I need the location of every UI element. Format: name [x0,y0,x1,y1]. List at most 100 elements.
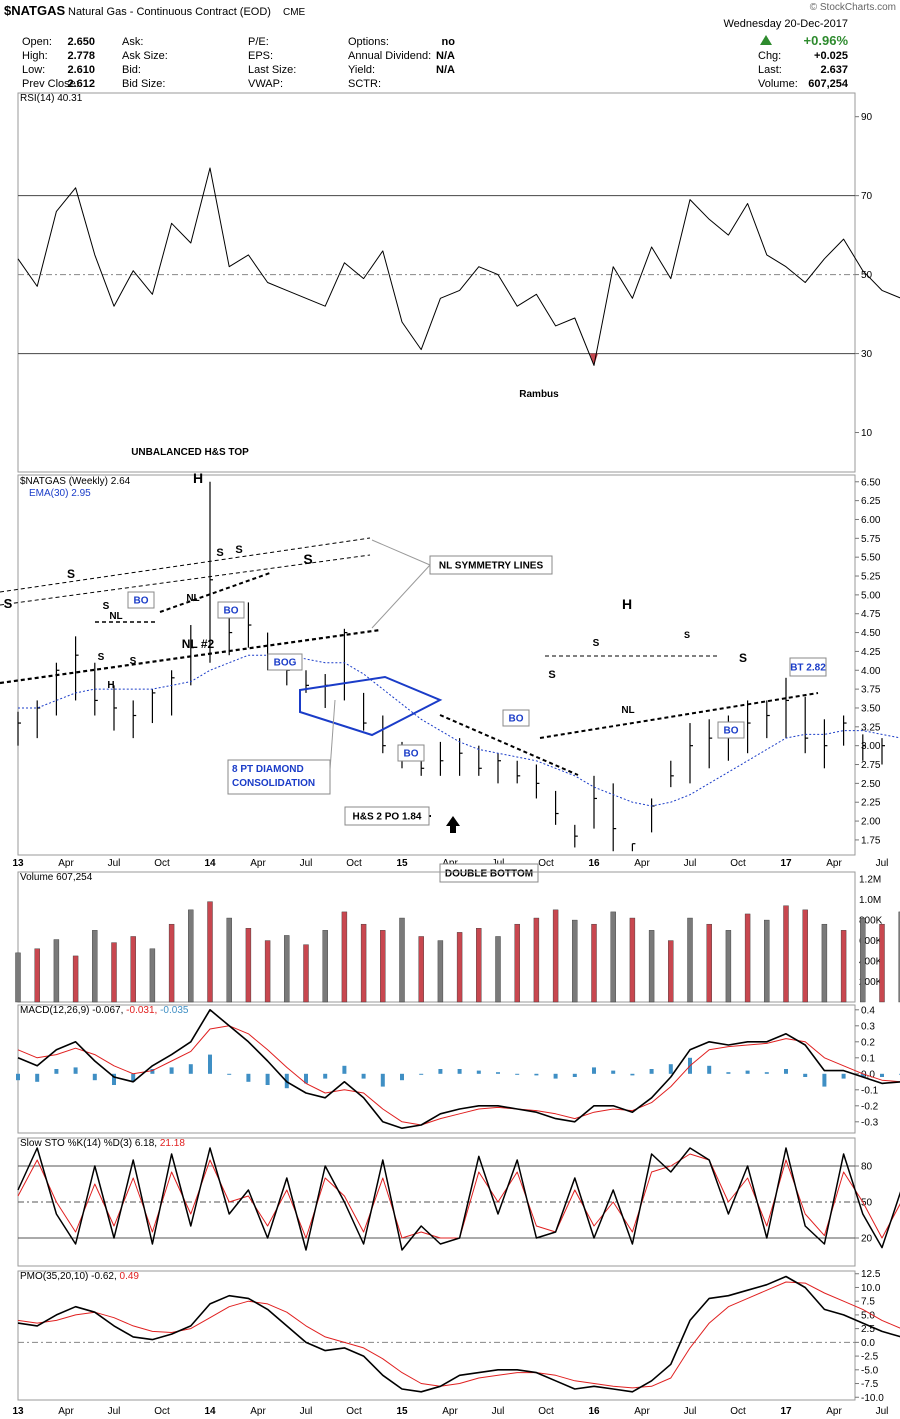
quote-label: SCTR: [348,78,381,90]
volume-bar [764,919,770,1003]
price-axis-tick-label: 2.75 [861,760,881,771]
macd-histogram-bar [150,1069,155,1074]
pmo-axis-tick-label: 7.5 [861,1297,875,1308]
price-axis-tick-label: 2.00 [861,817,881,828]
quote-summary: Chg: +0.025 Last: 2.637 Volume: 607,254 [758,50,849,90]
macd-histogram-bar [227,1073,232,1075]
change-percent: +0.96% [804,33,849,48]
macd-histogram-bar [745,1070,750,1074]
breakout-gap-label: BOG [274,658,297,669]
bottom-x-axis-label: 14 [204,1406,216,1417]
macd-axis-tick-label: -0.2 [861,1101,879,1112]
breakout-label: BO [404,749,419,760]
summary-label: Volume: [758,78,798,90]
summary-label: Last: [758,64,782,76]
volume-bar [284,935,290,1003]
macd-axis-tick-label: 0.0 [861,1069,875,1080]
shoulder-label: S [235,544,242,556]
breakout-label: BO [134,596,149,607]
macd-histogram-bar [246,1073,251,1082]
quote-label: EPS: [248,50,273,62]
macd-axis-tick-label: -0.3 [861,1117,879,1128]
neckline-2-label: NL #2 [182,637,215,651]
macd-histogram-bar [208,1054,212,1074]
macd-histogram-bar [304,1073,308,1084]
price-x-axis-label: Apr [250,858,266,869]
macd-histogram-bar [73,1067,78,1074]
backtest-label: BT 2.82 [790,663,826,674]
macd-title-value: -0.035 [160,1005,189,1016]
rsi-axis-tick-label: 50 [861,270,873,281]
price-axis-tick-label: 6.00 [861,515,881,526]
pmo-axis-tick-label: 0.0 [861,1338,875,1349]
price-axis-tick-label: 5.25 [861,572,881,583]
quote-value: 2.778 [67,50,95,62]
macd-axis-tick-label: 0.2 [861,1037,875,1048]
ema-line [18,654,900,807]
volume-bar [72,955,79,1003]
price-x-axis-label: Oct [154,858,170,869]
volume-title: Volume 607,254 [20,872,93,883]
diamond-pointer [329,699,336,771]
shoulder-label: S [103,601,110,612]
double-bottom-label-box [439,863,539,883]
volume-bar [15,952,21,1003]
macd-axis-tick-label: 0.4 [861,1005,875,1016]
macd-histogram-bar [649,1069,654,1074]
stochastic-d-line [17,1153,900,1239]
volume-tick-label: 800K [859,916,883,927]
macd-panel-frame [17,1004,856,1134]
volume-bar [341,911,348,1003]
volume-bar [725,930,732,1003]
volume-bar [668,940,674,1003]
volume-bar [130,936,136,1003]
volume-bar [399,917,405,1003]
macd-histogram-bar [822,1073,827,1087]
breakout-label: BO [509,714,524,725]
volume-bar [802,909,808,1003]
symmetry-pointer [371,564,431,629]
rsi-axis-tick-label: 30 [861,349,873,360]
price-x-axis-label: Jul [108,858,121,869]
volume-bar [687,917,693,1003]
rsi-line [17,167,900,366]
quote-label: VWAP: [248,78,283,90]
quote-value: N/A [436,64,455,76]
volume-bar [264,940,271,1003]
rsi-panel-frame [17,92,856,473]
volume-bar [860,917,866,1003]
volume-bar [226,917,232,1003]
quote-label: Last Size: [248,64,296,76]
stochastic-title-value: 21.18 [160,1138,185,1149]
volume-bar [629,917,636,1003]
price-axis-tick-label: 5.00 [861,590,881,601]
bottom-x-axis-label: Oct [346,1406,362,1417]
bottom-x-axis-label: 13 [12,1406,24,1417]
price-axis-tick-label: 5.50 [861,553,881,564]
volume-bar [360,923,367,1003]
bottom-x-axis-label: Oct [538,1406,554,1417]
shoulder-label: S [4,596,13,611]
price-panel-frame [17,474,856,856]
macd-title-value: -0.031, [126,1005,160,1016]
volume-tick-label: 1.0M [859,895,881,906]
shoulder-label: S [98,652,105,663]
bottom-x-axis-label: Apr [826,1406,842,1417]
macd-histogram-bar [457,1069,462,1074]
stochastic-axis-tick-label: 20 [861,1234,873,1245]
breakout-label-box [502,709,530,727]
macd-histogram-bar [534,1073,539,1076]
symmetry-label: NL SYMMETRY LINES [439,561,544,572]
volume-tick-label: 1.2M [859,875,881,886]
macd-histogram-bar [592,1067,596,1074]
pmo-title: PMO(35,20,10) -0.62, 0.49 [20,1271,139,1282]
quote-label: Options: [348,36,389,48]
quote-value: 2.612 [67,78,95,90]
exchange: CME [283,7,306,18]
volume-bar [418,936,424,1003]
shoulder-label: S [303,551,312,567]
macd-histogram-bar [35,1073,40,1082]
price-axis-tick-label: 2.50 [861,779,881,790]
volume-bar [706,923,712,1003]
volume-tick-label: 600K [859,936,883,947]
